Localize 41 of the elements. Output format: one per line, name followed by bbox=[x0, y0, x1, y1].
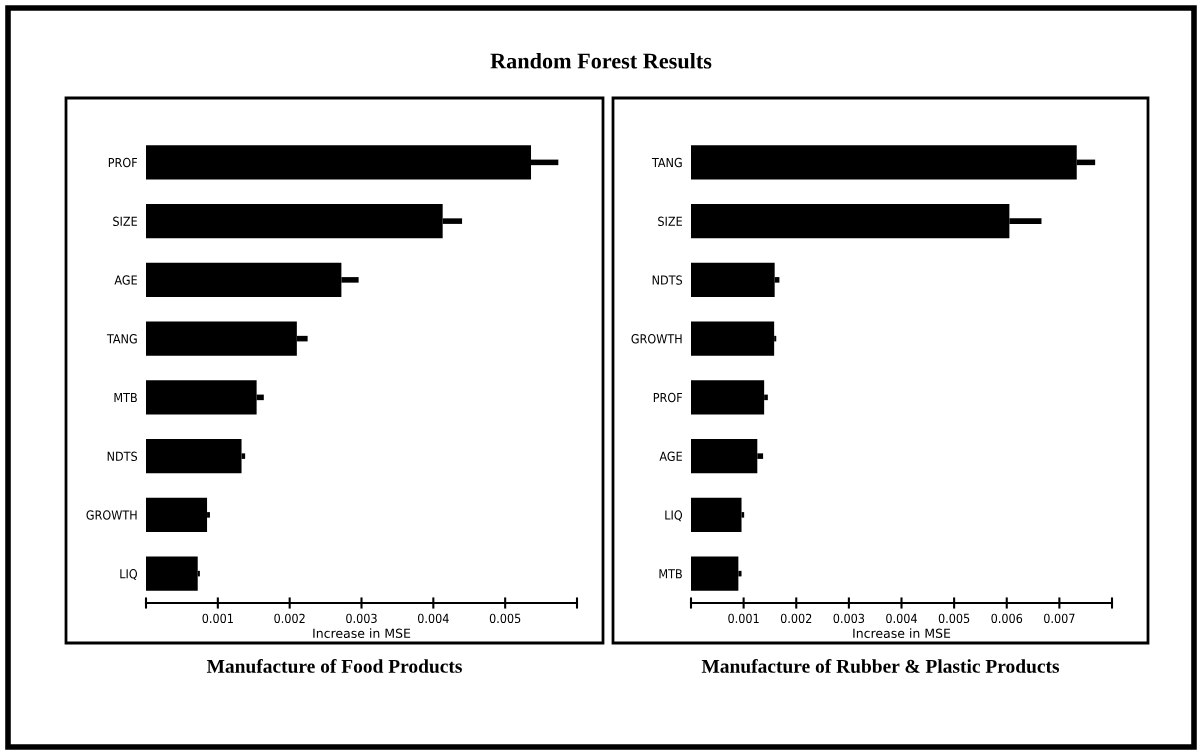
y-tick-label: MTB bbox=[659, 569, 682, 579]
y-tick-label: LIQ bbox=[120, 569, 138, 580]
y-tick-label: SIZE bbox=[113, 216, 137, 227]
y-tick-label: PROF bbox=[108, 157, 138, 168]
y-tick-label: GROWTH bbox=[631, 334, 682, 344]
y-tick-label: SIZE bbox=[658, 216, 682, 227]
x-axis-title: Increase in MSE bbox=[313, 628, 411, 638]
y-tick-label: MTB bbox=[114, 393, 137, 403]
x-axis-title: Increase in MSE bbox=[853, 628, 951, 638]
bar bbox=[146, 556, 198, 591]
y-tick-label: LIQ bbox=[665, 510, 683, 522]
x-tick-label: 0.007 bbox=[1044, 613, 1075, 624]
bar bbox=[691, 262, 775, 297]
y-tick-label: TANG bbox=[651, 157, 682, 168]
x-tick-label: 0.006 bbox=[991, 613, 1023, 624]
chart-title: Random Forest Results bbox=[490, 52, 712, 69]
bar bbox=[146, 497, 208, 532]
bar bbox=[146, 439, 242, 474]
x-tick-label: 0.005 bbox=[938, 613, 970, 624]
bar bbox=[691, 556, 739, 591]
y-tick-label: TANG bbox=[106, 334, 137, 344]
y-tick-label: AGE bbox=[659, 451, 682, 462]
x-tick-label: 0.002 bbox=[274, 613, 305, 624]
x-tick-label: 0.003 bbox=[833, 613, 865, 624]
x-tick-label: 0.004 bbox=[886, 613, 917, 624]
bar bbox=[691, 380, 765, 415]
y-tick-label: PROF bbox=[653, 392, 683, 403]
x-tick-label: 0.002 bbox=[780, 613, 812, 624]
y-tick-label: NDTS bbox=[652, 275, 683, 285]
x-tick-label: 0.001 bbox=[202, 613, 233, 624]
bar bbox=[691, 321, 775, 356]
y-tick-label: GROWTH bbox=[86, 510, 137, 520]
x-tick-label: 0.003 bbox=[346, 613, 377, 624]
x-tick-label: 0.005 bbox=[489, 613, 521, 624]
bar bbox=[691, 497, 742, 532]
x-tick-label: 0.001 bbox=[728, 613, 759, 624]
text: Manufacture of Rubber & Plastic Products bbox=[701, 658, 1060, 673]
y-tick-label: AGE bbox=[114, 275, 137, 285]
text: Manufacture of Food Products bbox=[206, 658, 462, 673]
y-tick-label: NDTS bbox=[107, 451, 138, 462]
x-tick-label: 0.004 bbox=[417, 613, 449, 624]
